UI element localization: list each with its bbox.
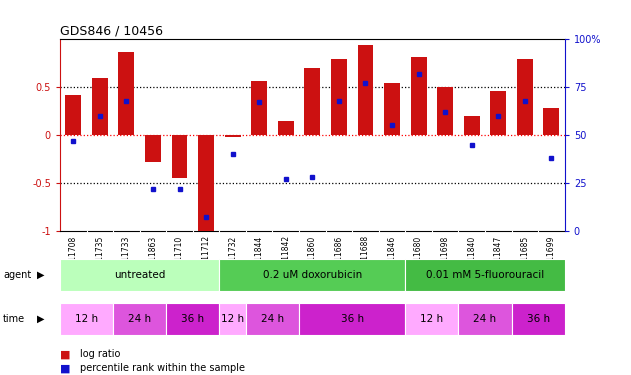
Bar [304, 68, 321, 135]
Text: GSM11863: GSM11863 [148, 236, 157, 277]
Text: 24 h: 24 h [473, 314, 497, 324]
Text: 36 h: 36 h [181, 314, 204, 324]
Text: 12 h: 12 h [221, 314, 244, 324]
Bar [145, 135, 161, 162]
Bar [65, 95, 81, 135]
Text: 24 h: 24 h [261, 314, 284, 324]
Bar [384, 83, 400, 135]
Text: GSM11680: GSM11680 [414, 236, 423, 277]
Text: 24 h: 24 h [128, 314, 151, 324]
Text: 12 h: 12 h [420, 314, 444, 324]
Text: GSM11686: GSM11686 [334, 236, 343, 277]
Text: GSM11688: GSM11688 [361, 236, 370, 276]
Text: GSM11735: GSM11735 [95, 235, 104, 277]
Text: GSM11712: GSM11712 [201, 236, 211, 276]
Bar [198, 135, 214, 231]
Bar [517, 58, 533, 135]
Text: GSM11844: GSM11844 [255, 236, 264, 277]
Bar [299, 303, 405, 334]
Text: GSM11685: GSM11685 [521, 236, 529, 277]
Bar [331, 58, 347, 135]
Bar [225, 135, 240, 137]
Bar [220, 303, 246, 334]
Bar [405, 303, 459, 334]
Bar [60, 303, 113, 334]
Text: 36 h: 36 h [527, 314, 550, 324]
Bar [464, 116, 480, 135]
Bar [405, 259, 565, 291]
Text: GSM11860: GSM11860 [308, 236, 317, 277]
Bar [113, 303, 166, 334]
Text: agent: agent [3, 270, 32, 280]
Bar [172, 135, 187, 178]
Bar [166, 303, 220, 334]
Text: 36 h: 36 h [341, 314, 363, 324]
Bar [411, 57, 427, 135]
Bar [278, 121, 294, 135]
Text: untreated: untreated [114, 270, 165, 280]
Text: time: time [3, 314, 25, 324]
Text: GSM11842: GSM11842 [281, 236, 290, 276]
Text: GDS846 / 10456: GDS846 / 10456 [60, 24, 163, 38]
Bar [358, 45, 374, 135]
Bar [246, 303, 299, 334]
Text: GSM11732: GSM11732 [228, 236, 237, 277]
Bar [490, 91, 506, 135]
Text: GSM11733: GSM11733 [122, 235, 131, 277]
Text: 12 h: 12 h [75, 314, 98, 324]
Bar [119, 52, 134, 135]
Text: ▶: ▶ [37, 314, 44, 324]
Text: ▶: ▶ [37, 270, 44, 280]
Bar [60, 259, 220, 291]
Text: GSM11699: GSM11699 [547, 235, 556, 277]
Bar [92, 78, 108, 135]
Text: GSM11847: GSM11847 [494, 236, 503, 277]
Bar [459, 303, 512, 334]
Text: 0.2 uM doxorubicin: 0.2 uM doxorubicin [262, 270, 362, 280]
Text: percentile rank within the sample: percentile rank within the sample [80, 363, 245, 373]
Text: ■: ■ [60, 350, 71, 359]
Text: 0.01 mM 5-fluorouracil: 0.01 mM 5-fluorouracil [426, 270, 544, 280]
Text: GSM11840: GSM11840 [468, 236, 476, 277]
Text: GSM11698: GSM11698 [440, 236, 450, 277]
Bar [437, 87, 453, 135]
Text: GSM11846: GSM11846 [387, 236, 396, 277]
Bar [251, 81, 267, 135]
Bar [512, 303, 565, 334]
Text: ■: ■ [60, 363, 71, 373]
Text: log ratio: log ratio [80, 350, 121, 359]
Bar [220, 259, 405, 291]
Text: GSM11710: GSM11710 [175, 236, 184, 277]
Bar [543, 108, 560, 135]
Text: GSM11708: GSM11708 [69, 236, 78, 277]
